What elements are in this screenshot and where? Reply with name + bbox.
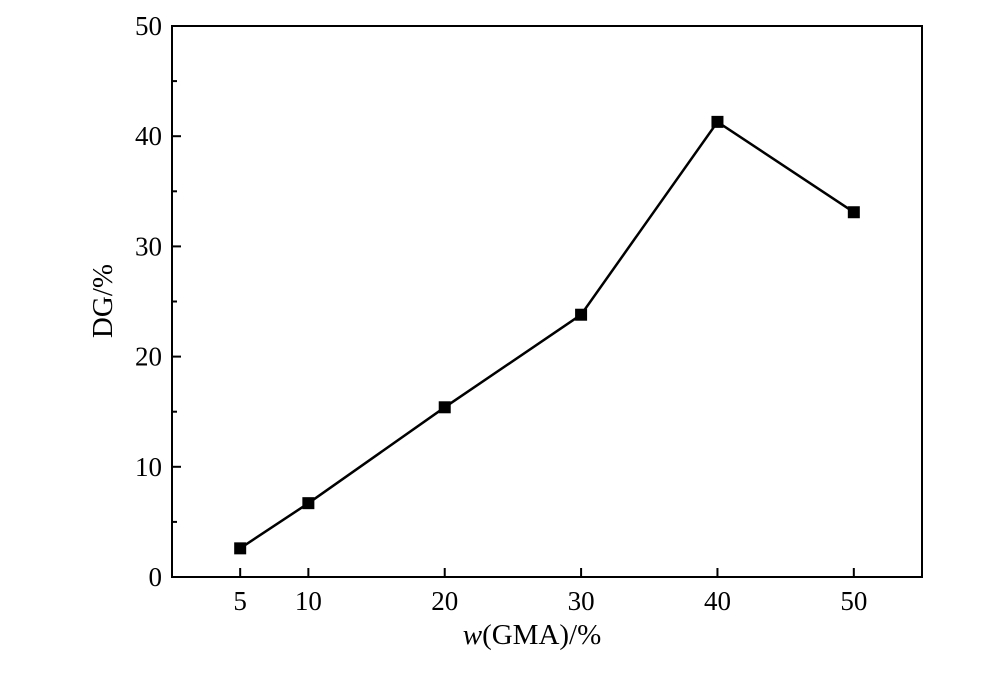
y-tick-label: 40 [135,121,162,151]
x-axis-title: w(GMA)/% [463,619,602,651]
data-point-marker [711,115,724,128]
x-tick-label: 50 [840,586,867,616]
x-tick-label: 5 [233,586,247,616]
y-tick-label: 0 [149,562,163,592]
data-point-marker [847,206,860,219]
x-tick-label: 20 [431,586,458,616]
data-point-marker [234,542,247,555]
data-point-marker [438,401,451,414]
series-line [239,120,855,550]
data-point-marker [302,497,315,510]
y-tick-label: 10 [135,452,162,482]
y-tick-label: 20 [135,342,162,372]
y-tick-label: 50 [135,11,162,41]
x-ticks [239,568,855,577]
y-axis-title: DG/% [87,264,119,338]
data-markers [234,115,860,555]
y-minor-ticks [172,80,177,523]
x-tick-labels: 5 10 20 30 40 50 [233,586,867,616]
x-axis-title-italic: w [463,619,483,651]
x-tick-label: 10 [295,586,322,616]
y-tick-label: 30 [135,231,162,261]
x-tick-label: 30 [568,586,595,616]
plot-frame [171,25,923,578]
x-axis-title-rest: (GMA)/% [482,619,601,651]
x-tick-label: 40 [704,586,731,616]
y-major-ticks [172,25,181,578]
y-tick-labels: 0 10 20 30 40 50 [135,11,162,592]
data-point-marker [575,308,588,321]
